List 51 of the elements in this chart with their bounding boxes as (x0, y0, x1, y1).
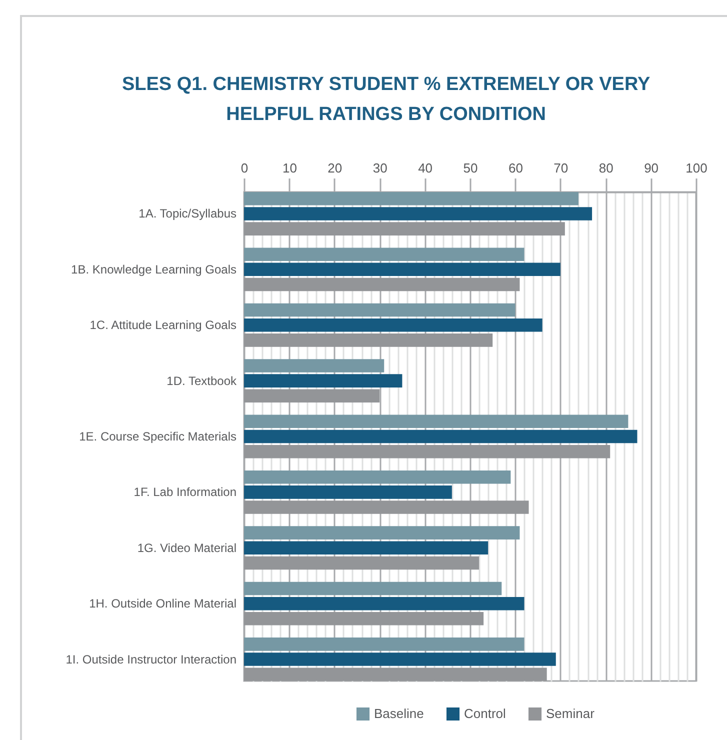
chart-title: SLES Q1. CHEMISTRY STUDENT % EXTREMELY OR VERY HELPFUL RATINGS BY CONDITION (122, 74, 650, 125)
bar (244, 389, 380, 403)
y-tick-label: 1D. Textbook (166, 374, 238, 388)
bar (244, 486, 452, 499)
bar (244, 526, 520, 540)
bar (244, 652, 556, 666)
y-tick-label: 1E. Course Specific Materials (79, 430, 236, 444)
bar (244, 444, 610, 458)
bar (244, 262, 560, 276)
bar (244, 596, 524, 610)
bar (244, 222, 565, 236)
x-tick-label: 100 (686, 160, 708, 176)
x-tick-label: 70 (554, 160, 568, 176)
bar (244, 500, 529, 514)
x-tick-label: 20 (328, 160, 342, 176)
bar (244, 303, 516, 317)
bar (244, 318, 542, 332)
bar (244, 668, 547, 681)
y-tick-label: 1G. Video Material (137, 540, 236, 555)
y-tick-label: 1F. Lab Information (134, 485, 236, 500)
bar (244, 359, 384, 372)
bar (244, 556, 480, 570)
bar (244, 638, 524, 651)
legend-label: Control (464, 706, 506, 721)
y-tick-label: 1B. Knowledge Learning Goals (71, 262, 236, 276)
bar (244, 612, 484, 626)
y-tick-label: 1A. Topic/Syllabus (138, 206, 236, 221)
bar (244, 192, 578, 206)
bar (244, 207, 592, 220)
bar (244, 278, 520, 292)
bar (244, 414, 628, 428)
x-tick-label: 10 (282, 160, 297, 176)
bar (244, 374, 402, 388)
x-tick-label: 0 (240, 160, 248, 176)
bar (244, 582, 502, 596)
x-tick-label: 80 (598, 160, 614, 176)
y-tick-label: 1I. Outside Instructor Interaction (66, 652, 236, 666)
x-tick-label: 50 (463, 160, 478, 176)
y-tick-label: 1H. Outside Online Material (89, 596, 236, 611)
y-tick-label: 1C. Attitude Learning Goals (90, 318, 236, 332)
legend-label: Baseline (374, 706, 424, 721)
x-tick-label: 90 (644, 160, 659, 176)
bar (244, 334, 493, 347)
bar (244, 470, 511, 484)
bar (244, 430, 638, 444)
bar (244, 248, 524, 261)
legend-label: Seminar (546, 706, 596, 721)
bar (244, 541, 488, 555)
x-tick-label: 40 (418, 160, 433, 176)
x-tick-label: 60 (508, 160, 523, 176)
x-tick-label: 30 (372, 160, 388, 176)
